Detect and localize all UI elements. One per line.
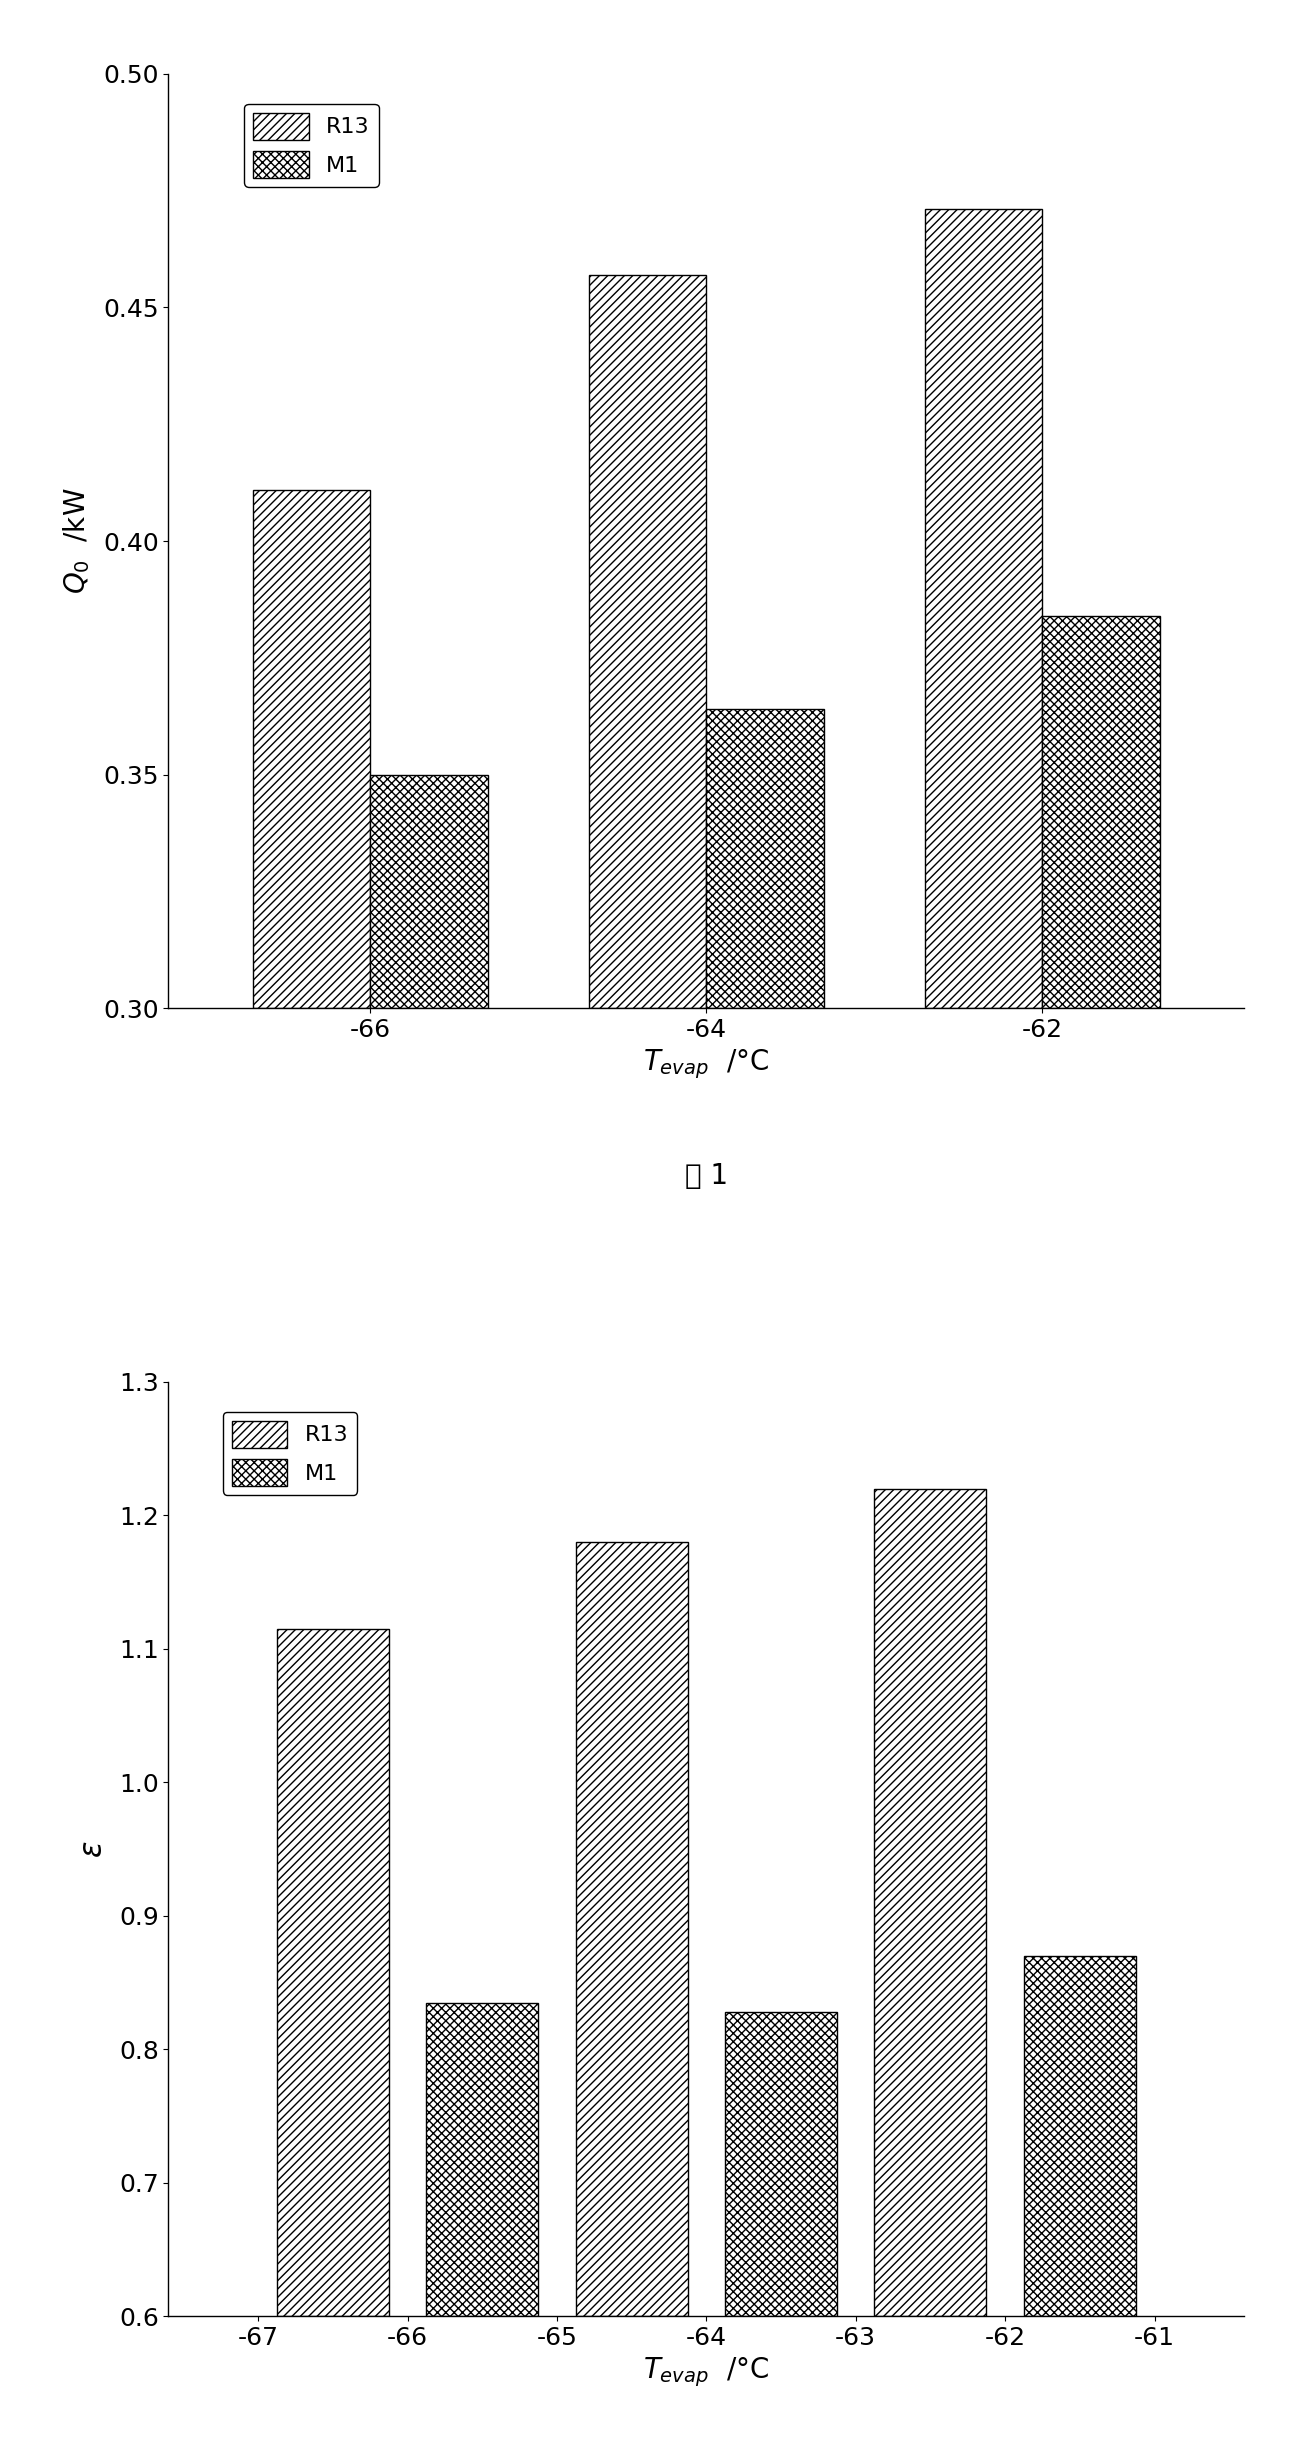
X-axis label: $T_{evap}$  /°C: $T_{evap}$ /°C <box>643 1047 770 1082</box>
Legend: R13, M1: R13, M1 <box>223 1412 358 1496</box>
Y-axis label: $\varepsilon$: $\varepsilon$ <box>79 1841 108 1858</box>
Bar <box>925 209 1042 1008</box>
Bar <box>875 1488 986 2316</box>
Bar <box>426 2003 538 2316</box>
Text: 图 1: 图 1 <box>684 1163 728 1190</box>
Bar <box>575 1542 688 2316</box>
Bar <box>1024 1956 1135 2316</box>
Bar <box>277 1629 389 2316</box>
Bar <box>253 490 371 1008</box>
Bar <box>588 276 706 1008</box>
X-axis label: $T_{evap}$  /°C: $T_{evap}$ /°C <box>643 2356 770 2390</box>
Legend: R13, M1: R13, M1 <box>244 103 378 187</box>
Bar <box>706 710 824 1008</box>
Bar <box>724 2011 837 2316</box>
Bar <box>1042 616 1160 1008</box>
Y-axis label: $Q_0$  /kW: $Q_0$ /kW <box>61 488 92 594</box>
Bar <box>371 774 487 1008</box>
